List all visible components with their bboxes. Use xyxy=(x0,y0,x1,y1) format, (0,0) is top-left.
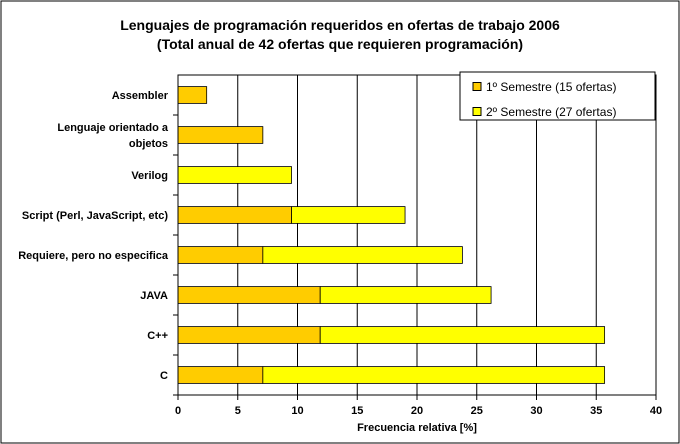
y-category-label-0: Assembler xyxy=(112,90,169,102)
chart-subtitle: (Total anual de 42 ofertas que requieren… xyxy=(157,36,523,52)
legend-swatch-2 xyxy=(472,107,482,116)
legend-swatch-1 xyxy=(472,82,482,91)
x-tick-label-20: 20 xyxy=(411,405,423,417)
y-category-label-7: C xyxy=(160,370,168,382)
legend-box xyxy=(459,71,656,121)
bar-series1-7 xyxy=(177,366,264,384)
y-category-label-1: Lenguaje orientado a objetos xyxy=(57,122,169,150)
bar-series2-7 xyxy=(262,366,606,384)
y-axis-labels: Assembler Lenguaje orientado a objetos Veri… xyxy=(18,90,178,396)
bar-series2-6 xyxy=(319,326,606,344)
legend-label-2: 2º Semestre (27 ofertas) xyxy=(486,105,616,119)
bar-series2-2 xyxy=(177,166,292,184)
x-tick-label-5: 5 xyxy=(235,405,241,417)
y-category-label-6: C++ xyxy=(147,330,168,342)
bar-series1-6 xyxy=(177,326,321,344)
bar-series1-5 xyxy=(177,286,321,304)
plot-area-border xyxy=(177,74,657,396)
bar-series1-3 xyxy=(177,206,292,224)
x-tick-label-35: 35 xyxy=(590,405,602,417)
x-axis-ticks: 0 5 10 15 20 25 30 35 40 xyxy=(175,395,662,417)
bars xyxy=(177,86,606,384)
legend: 1º Semestre (15 ofertas) 2º Semestre (27 … xyxy=(459,71,656,121)
x-tick-label-25: 25 xyxy=(471,405,483,417)
x-tick-label-10: 10 xyxy=(291,405,303,417)
legend-label-1: 1º Semestre (15 ofertas) xyxy=(486,80,616,94)
y-category-label-5: JAVA xyxy=(140,290,168,302)
bar-series2-3 xyxy=(291,206,406,224)
x-axis-label: Frecuencia relativa [%] xyxy=(357,422,477,434)
x-tick-label-0: 0 xyxy=(175,405,181,417)
bar-series2-4 xyxy=(262,246,463,264)
bar-series1-0 xyxy=(177,86,208,104)
bar-series2-5 xyxy=(319,286,492,304)
chart-title: Lenguajes de programación requeridos en … xyxy=(120,17,560,33)
y-category-label-2: Verilog xyxy=(131,170,168,182)
x-tick-label-15: 15 xyxy=(351,405,363,417)
x-tick-label-30: 30 xyxy=(530,405,542,417)
y-category-label-4: Requiere, pero no especifica xyxy=(18,250,169,262)
bar-series1-1 xyxy=(177,126,264,144)
x-tick-label-40: 40 xyxy=(650,405,662,417)
bar-series1-4 xyxy=(177,246,264,264)
y-category-label-3: Script (Perl, JavaScript, etc) xyxy=(22,210,168,222)
